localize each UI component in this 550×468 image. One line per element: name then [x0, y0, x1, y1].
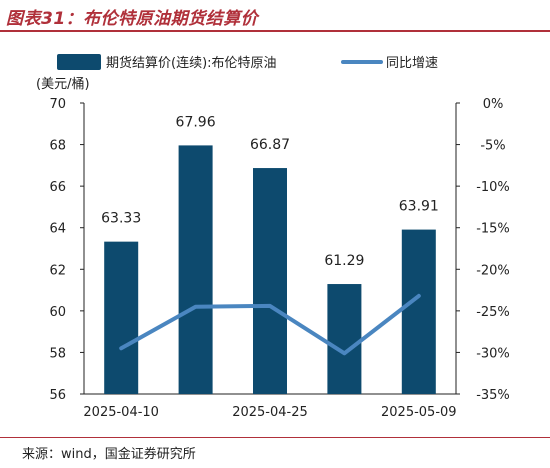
- y-left-tick-label: 56: [49, 388, 66, 403]
- y-left-tick-label: 70: [49, 97, 66, 112]
- y-right-tick-label: 0%: [483, 97, 504, 112]
- bar-data-label: 66.87: [250, 137, 290, 153]
- y-right-tick-label: -15%: [476, 222, 510, 237]
- title-rule: [0, 30, 550, 32]
- legend-bar-swatch: [57, 54, 101, 70]
- bar-data-label: 61.29: [324, 253, 364, 269]
- legend-bar-label: 期货结算价(连续):布伦特原油: [106, 55, 277, 71]
- y-right-tick-label: -20%: [476, 263, 510, 278]
- bar: [327, 284, 362, 394]
- bar-data-label: 67.96: [176, 114, 216, 130]
- chart-title: 图表31：布伦特原油期货结算价: [6, 9, 259, 29]
- y-left-tick-label: 62: [49, 263, 66, 278]
- bar: [178, 145, 213, 394]
- legend-line-label: 同比增速: [386, 56, 438, 71]
- y-right-tick-label: -35%: [476, 388, 510, 403]
- bar: [401, 229, 436, 394]
- y-left-tick-label: 66: [49, 180, 66, 195]
- chart: 期货结算价(连续):布伦特原油 同比增速 (美元/桶) 56 58 60 62 64 66…: [36, 54, 510, 420]
- line-point: [418, 295, 420, 297]
- x-tick-label: 2025-04-10: [83, 405, 159, 420]
- y-unit-label: (美元/桶): [36, 77, 90, 92]
- y-right-tick-label: -5%: [480, 139, 505, 154]
- y-right-tick-label: -30%: [476, 346, 510, 361]
- y-left-tick-label: 64: [49, 222, 66, 237]
- bar-data-label: 63.91: [399, 199, 439, 215]
- y-left-tick-label: 68: [49, 139, 66, 154]
- bar: [104, 241, 139, 394]
- y-right-tick-label: -25%: [476, 305, 510, 320]
- line-point: [120, 347, 122, 349]
- y-left-tick-label: 60: [49, 305, 66, 320]
- line-point: [195, 306, 197, 308]
- bar: [253, 168, 287, 394]
- line-point: [269, 305, 271, 307]
- line-point: [343, 352, 345, 354]
- y-right-tick-label: -10%: [476, 180, 510, 195]
- footer-rule: [0, 437, 550, 438]
- x-tick-label: 2025-05-09: [381, 405, 457, 420]
- source-note: 来源：wind，国金证券研究所: [22, 447, 196, 462]
- legend: 期货结算价(连续):布伦特原油 同比增速: [57, 54, 438, 71]
- x-tick-label: 2025-04-25: [232, 405, 308, 420]
- y-left-tick-label: 58: [49, 346, 66, 361]
- bar-data-label: 63.33: [101, 211, 141, 227]
